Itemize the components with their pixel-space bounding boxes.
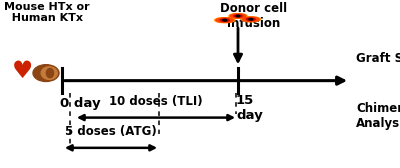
Ellipse shape bbox=[241, 17, 260, 22]
Ellipse shape bbox=[33, 65, 59, 81]
Ellipse shape bbox=[246, 18, 255, 20]
Text: 0 day: 0 day bbox=[60, 97, 101, 110]
Circle shape bbox=[223, 19, 227, 21]
Ellipse shape bbox=[243, 17, 259, 22]
Text: 10 doses (TLI): 10 doses (TLI) bbox=[109, 95, 203, 108]
Text: Donor cell
infusion: Donor cell infusion bbox=[220, 2, 288, 30]
Text: Graft Survival: Graft Survival bbox=[356, 52, 400, 65]
Ellipse shape bbox=[230, 14, 246, 18]
Text: Mouse HTx or
  Human KTx: Mouse HTx or Human KTx bbox=[4, 2, 90, 23]
Circle shape bbox=[249, 18, 253, 20]
Text: Chimerism
Analysis: Chimerism Analysis bbox=[356, 102, 400, 131]
Ellipse shape bbox=[229, 14, 247, 18]
Ellipse shape bbox=[234, 15, 242, 17]
Text: 5 doses (ATG): 5 doses (ATG) bbox=[65, 125, 157, 138]
Circle shape bbox=[236, 15, 240, 17]
Ellipse shape bbox=[215, 18, 235, 23]
Ellipse shape bbox=[220, 19, 229, 21]
Text: ♥: ♥ bbox=[12, 59, 32, 82]
Ellipse shape bbox=[46, 69, 54, 78]
Text: 15
day: 15 day bbox=[236, 94, 263, 122]
Ellipse shape bbox=[216, 18, 233, 22]
Ellipse shape bbox=[41, 67, 57, 79]
